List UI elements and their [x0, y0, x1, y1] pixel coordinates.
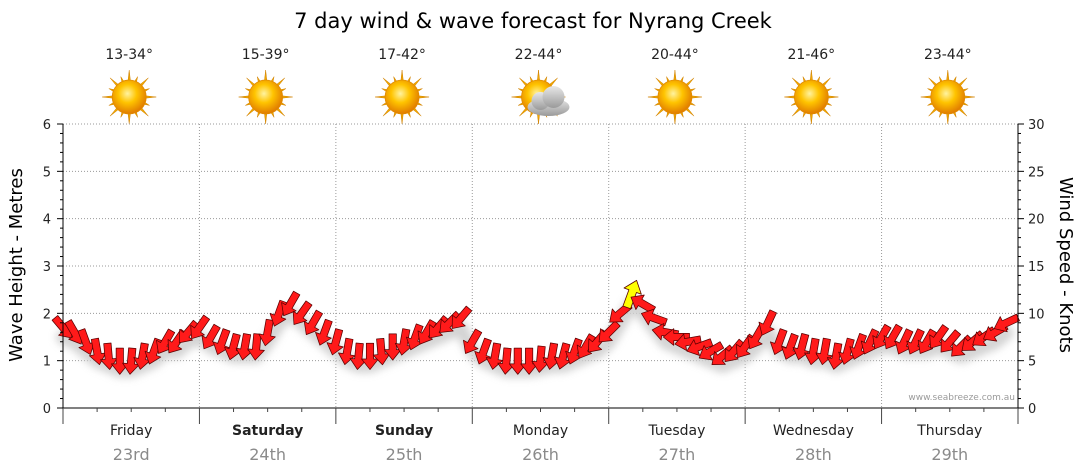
- wind-arrow: [463, 328, 483, 354]
- sun-disc: [384, 79, 420, 115]
- right-axis-ticks: 0 5 10 15 20 25 30: [1028, 118, 1045, 417]
- sun-icon: [784, 69, 839, 125]
- sun-icon: [647, 69, 702, 125]
- day-date: 24th: [249, 445, 286, 464]
- sun-disc: [248, 79, 284, 115]
- right-tick-label: 10: [1028, 307, 1045, 322]
- wind-arrow: [485, 342, 504, 370]
- left-tick-label: 3: [43, 260, 51, 275]
- temperature-range: 23-44°: [924, 47, 972, 63]
- sun-disc: [793, 79, 829, 115]
- right-tick-label: 0: [1028, 402, 1036, 417]
- sun-disc: [930, 79, 966, 115]
- temperature-range: 17-42°: [378, 47, 426, 63]
- wind-arrow: [190, 314, 211, 340]
- temperature-range: 13-34°: [105, 47, 153, 63]
- chart-title: 7 day wind & wave forecast for Nyrang Cr…: [294, 9, 773, 33]
- day-labels: Friday 23rd Saturday 24th Sunday 25th Monday 26…: [110, 423, 982, 464]
- right-tick-label: 20: [1028, 213, 1045, 228]
- day-date: 29th: [931, 445, 968, 464]
- left-tick-label: 0: [43, 402, 51, 417]
- left-axis-title: Wave Height - Metres: [6, 168, 27, 362]
- wind-arrow: [292, 300, 313, 325]
- wind-arrow: [429, 315, 450, 339]
- left-axis-ticks: 0 1 2 3 4 5 6: [43, 118, 51, 417]
- sun-icon: [102, 69, 157, 125]
- cloud-shape: [527, 86, 570, 116]
- day-name: Sunday: [375, 423, 433, 439]
- wind-arrow: [451, 305, 473, 329]
- right-tick-label: 30: [1028, 118, 1045, 133]
- right-axis-title: Wind Speed - Knots: [1055, 177, 1076, 353]
- left-tick-label: 2: [43, 307, 51, 322]
- axes: [57, 123, 1024, 424]
- wind-arrow: [281, 290, 301, 317]
- wind-arrow: [598, 320, 621, 343]
- wind-arrow: [303, 309, 323, 335]
- left-tick-label: 4: [43, 213, 51, 228]
- right-tick-label: 25: [1028, 165, 1045, 180]
- day-date: 28th: [795, 445, 832, 464]
- day-date: 25th: [386, 445, 423, 464]
- right-tick-label: 5: [1028, 355, 1036, 370]
- wind-arrow-highlight: [622, 279, 642, 310]
- wind-arrow: [439, 310, 462, 333]
- day-name: Saturday: [232, 423, 303, 439]
- temperature-range: 22-44°: [515, 47, 563, 63]
- wind-arrow: [576, 333, 596, 359]
- day-name: Thursday: [916, 423, 982, 439]
- temperature-range: 21-46°: [788, 47, 836, 63]
- left-tick-label: 5: [43, 165, 51, 180]
- wind-arrow: [247, 333, 265, 361]
- wind-arrow: [724, 338, 746, 363]
- wind-arrow: [258, 318, 276, 347]
- day-date: 26th: [522, 445, 559, 464]
- partly-cloudy-icon: [511, 69, 570, 125]
- wind-arrow: [641, 308, 668, 327]
- day-name: Monday: [513, 423, 568, 439]
- wind-arrow: [698, 341, 725, 361]
- weather-icon-row: [102, 69, 975, 125]
- sun-icon: [920, 69, 975, 125]
- day-name: Friday: [110, 423, 152, 439]
- sun-disc: [111, 79, 147, 115]
- wind-arrows: [51, 279, 1020, 375]
- day-date: 27th: [659, 445, 696, 464]
- temperature-range: 15-39°: [242, 47, 290, 63]
- sun-icon: [238, 69, 293, 125]
- temperature-range: 20-44°: [651, 47, 699, 63]
- wind-arrow: [674, 333, 702, 351]
- wind-arrow: [178, 319, 200, 344]
- wind-arrow: [326, 328, 344, 356]
- wind-arrow: [758, 309, 777, 336]
- day-date: 23rd: [113, 445, 150, 464]
- cloud-part: [542, 86, 565, 108]
- day-name: Tuesday: [647, 423, 705, 439]
- wind-arrow: [917, 328, 937, 354]
- temperature-row: 13-34° 15-39° 17-42° 22-44° 20-44° 21-46° 23-4…: [105, 47, 971, 63]
- right-tick-label: 15: [1028, 260, 1045, 275]
- wind-arrow: [315, 318, 333, 346]
- wind-arrow: [662, 328, 690, 346]
- day-name: Wednesday: [773, 423, 854, 439]
- left-tick-label: 1: [43, 355, 51, 370]
- sun-disc: [657, 79, 693, 115]
- left-tick-label: 6: [43, 118, 51, 133]
- wind-arrow: [686, 338, 714, 356]
- sun-icon: [375, 69, 430, 125]
- watermark: www.seabreeze.com.au: [908, 393, 1015, 403]
